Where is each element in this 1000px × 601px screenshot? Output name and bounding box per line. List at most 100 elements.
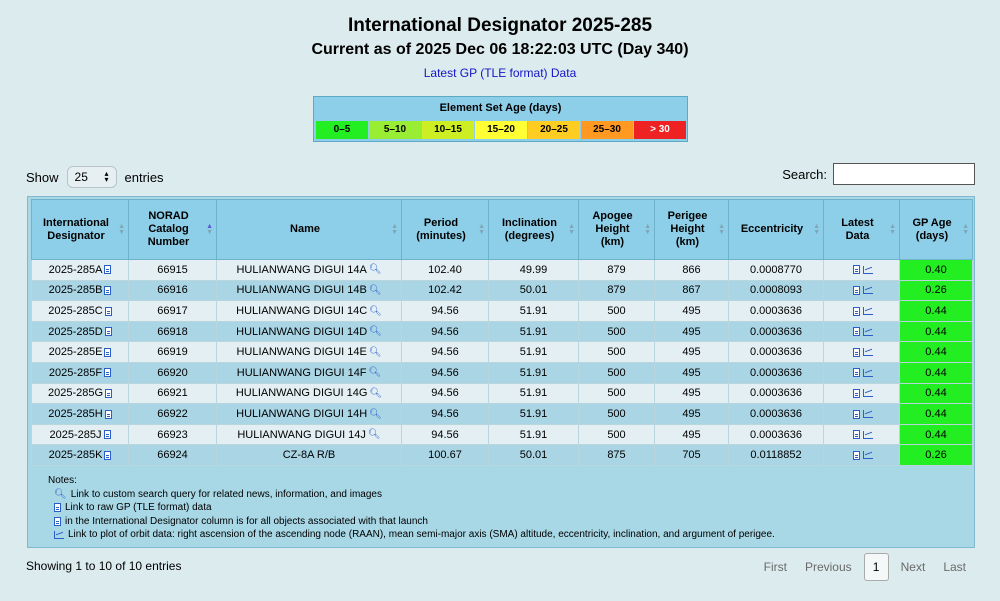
document-icon[interactable] bbox=[104, 409, 112, 419]
cell-gp-age: 0.44 bbox=[899, 361, 973, 384]
cell-period: 100.67 bbox=[401, 444, 489, 466]
table-row: 2025-285K 66924 CZ-8A R/B 100.67 50.01 875 705… bbox=[31, 444, 973, 466]
document-icon[interactable] bbox=[852, 430, 860, 440]
cell-apogee: 879 bbox=[578, 259, 655, 281]
column-header-label: Period (minutes) bbox=[416, 216, 466, 242]
column-header-label: Perigee Height (km) bbox=[667, 210, 708, 248]
document-icon[interactable] bbox=[103, 430, 111, 440]
sort-icon: ▲ ▼ bbox=[718, 222, 725, 236]
cell-norad: 66915 bbox=[128, 259, 217, 281]
last-button[interactable]: Last bbox=[943, 560, 966, 574]
search-input[interactable] bbox=[833, 163, 975, 185]
search-icon[interactable]: 🔍︎ bbox=[368, 346, 382, 358]
cell-perigee: 866 bbox=[654, 259, 729, 281]
entries-control: Show 25 ▴ ▾ entries bbox=[26, 166, 164, 188]
cell-latest-data bbox=[823, 382, 900, 405]
column-header[interactable]: Inclination (degrees) ▲ ▼ bbox=[488, 199, 579, 260]
document-icon[interactable] bbox=[104, 285, 112, 295]
sort-icon: ▲ ▼ bbox=[206, 222, 213, 236]
column-header[interactable]: Name ▲ ▼ bbox=[216, 199, 402, 260]
first-button[interactable]: First bbox=[763, 560, 787, 574]
age-cell: 15–20 bbox=[475, 121, 527, 139]
chart-icon[interactable] bbox=[862, 327, 873, 336]
document-icon[interactable] bbox=[104, 450, 112, 460]
chart-icon[interactable] bbox=[862, 265, 873, 274]
entries-select[interactable]: 25 ▴ ▾ bbox=[66, 166, 117, 188]
table-row: 2025-285E 66919 HULIANWANG DIGUI 14E 🔍︎ 94.5… bbox=[31, 341, 973, 363]
cell-norad: 66921 bbox=[128, 382, 217, 405]
search-icon[interactable]: 🔍︎ bbox=[368, 264, 382, 276]
cell-value: 51.91 bbox=[519, 387, 548, 400]
document-icon[interactable] bbox=[852, 285, 860, 295]
cell-value: 100.67 bbox=[428, 449, 462, 462]
document-icon[interactable] bbox=[852, 450, 860, 460]
chart-icon[interactable] bbox=[862, 430, 873, 439]
cell-value: 2025-285G bbox=[47, 387, 104, 400]
cell-gp-age: 0.44 bbox=[899, 403, 973, 425]
cell-perigee: 495 bbox=[654, 423, 729, 446]
search-icon[interactable]: 🔍︎ bbox=[369, 326, 382, 338]
chart-icon[interactable] bbox=[862, 348, 873, 357]
document-icon[interactable] bbox=[104, 306, 112, 316]
cell-value: 0.0003636 bbox=[750, 346, 802, 359]
chart-icon[interactable] bbox=[862, 451, 873, 460]
document-icon[interactable] bbox=[852, 368, 860, 378]
cell-norad: 66917 bbox=[128, 300, 217, 322]
column-header[interactable]: Perigee Height (km) ▲ ▼ bbox=[654, 199, 729, 260]
next-button[interactable]: Next bbox=[900, 560, 926, 574]
column-header[interactable]: Latest Data ▲ ▼ bbox=[823, 199, 900, 260]
search-icon[interactable]: 🔍︎ bbox=[369, 387, 383, 399]
document-icon[interactable] bbox=[104, 327, 112, 337]
chart-icon[interactable] bbox=[862, 410, 873, 419]
chart-icon[interactable] bbox=[862, 307, 873, 316]
previous-button[interactable]: Previous bbox=[804, 560, 852, 574]
chart-icon[interactable] bbox=[862, 368, 873, 377]
document-icon[interactable] bbox=[852, 409, 860, 419]
cell-value: 66918 bbox=[157, 325, 188, 338]
cell-value: 866 bbox=[682, 263, 701, 276]
cell-value: HULIANWANG DIGUI 14E bbox=[236, 346, 367, 359]
cell-perigee: 495 bbox=[654, 320, 729, 343]
column-header[interactable]: Period (minutes) ▲ ▼ bbox=[401, 199, 489, 260]
element-set-age-legend: Element Set Age (days) 0–5 5–10 10–15 15–20… bbox=[313, 96, 688, 142]
cell-gp-age: 0.40 bbox=[899, 259, 973, 281]
document-icon[interactable] bbox=[105, 388, 113, 398]
search-icon[interactable]: 🔍︎ bbox=[368, 367, 382, 379]
chart-icon[interactable] bbox=[862, 389, 873, 398]
column-header[interactable]: GP Age (days) ▲ ▼ bbox=[899, 199, 973, 260]
document-icon[interactable] bbox=[852, 388, 860, 398]
document-icon[interactable] bbox=[104, 347, 112, 357]
document-icon[interactable] bbox=[852, 306, 860, 316]
cell-norad: 66918 bbox=[128, 320, 217, 343]
cell-gp-age: 0.26 bbox=[899, 279, 973, 302]
cell-apogee: 500 bbox=[578, 320, 655, 343]
cell-name: HULIANWANG DIGUI 14H 🔍︎ bbox=[216, 403, 402, 425]
column-header[interactable]: International Designator ▲ ▼ bbox=[31, 199, 129, 260]
cell-latest-data bbox=[823, 444, 900, 466]
chart-icon[interactable] bbox=[862, 286, 873, 295]
document-icon[interactable] bbox=[852, 327, 860, 337]
search-icon[interactable]: 🔍︎ bbox=[367, 429, 381, 441]
cell-ecc: 0.0003636 bbox=[728, 403, 824, 425]
cell-value: 2025-285J bbox=[49, 428, 102, 441]
cell-name: HULIANWANG DIGUI 14F 🔍︎ bbox=[216, 361, 402, 384]
document-icon[interactable] bbox=[104, 265, 112, 275]
cell-latest-data bbox=[823, 361, 900, 384]
cell-value: 2025-285E bbox=[48, 346, 103, 359]
column-header[interactable]: NORAD Catalog Number ▲ ▼ bbox=[128, 199, 217, 260]
cell-latest-data bbox=[823, 403, 900, 425]
document-icon[interactable] bbox=[852, 265, 860, 275]
cell-norad: 66922 bbox=[128, 403, 217, 425]
search-icon[interactable]: 🔍︎ bbox=[368, 284, 382, 296]
cell-value: 495 bbox=[682, 407, 701, 420]
column-header[interactable]: Apogee Height (km) ▲ ▼ bbox=[578, 199, 655, 260]
document-icon[interactable] bbox=[104, 368, 112, 378]
document-icon[interactable] bbox=[852, 347, 860, 357]
latest-gp-link[interactable]: Latest GP (TLE format) Data bbox=[423, 66, 577, 80]
cell-apogee: 500 bbox=[578, 300, 655, 322]
search-icon[interactable]: 🔍︎ bbox=[369, 408, 382, 420]
cell-value: 66916 bbox=[157, 284, 188, 297]
page-1-button[interactable]: 1 bbox=[863, 553, 889, 581]
search-icon[interactable]: 🔍︎ bbox=[369, 305, 382, 317]
column-header[interactable]: Eccentricity ▲ ▼ bbox=[728, 199, 824, 260]
